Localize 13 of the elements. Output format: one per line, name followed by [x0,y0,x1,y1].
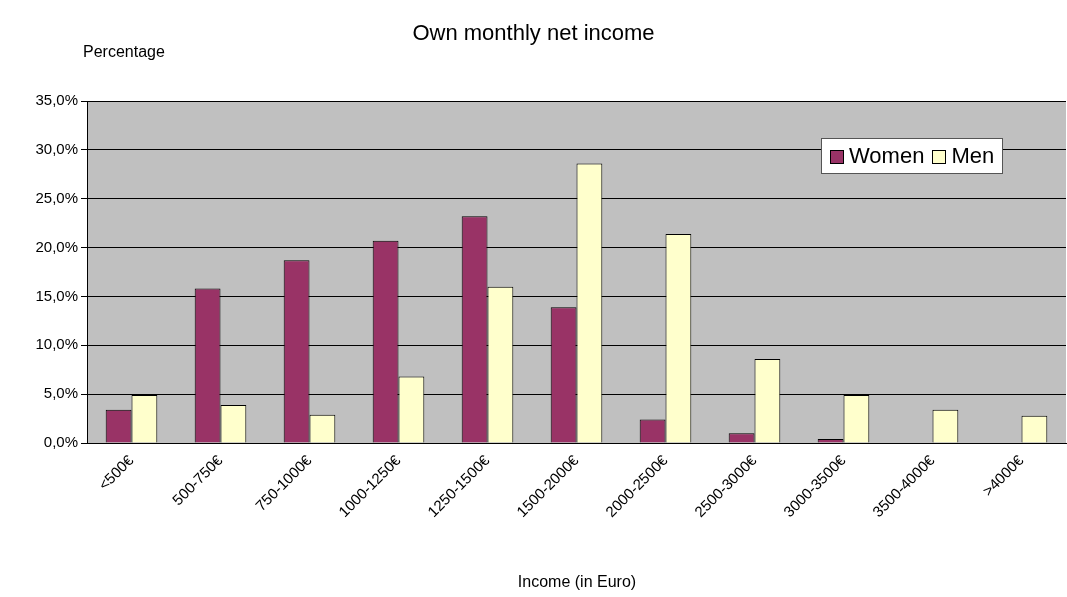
y-tick-label: 25,0% [35,188,78,206]
chart-title: Own monthly net income [412,20,655,45]
y-axis-title: Percentage [83,43,165,61]
x-axis-title: Income (in Euro) [516,573,638,591]
y-tick-label: 35,0% [35,91,78,109]
legend-label: Men [951,143,995,168]
y-tick-label: 0,0% [43,433,78,451]
y-tick-label: 20,0% [35,237,78,255]
y-tick-label: 30,0% [35,140,78,157]
y-tick-label: 15,0% [35,286,78,304]
y-tick-label: 5,0% [43,384,78,402]
legend-label: Women [849,143,925,168]
y-tick-label: 10,0% [35,335,78,353]
